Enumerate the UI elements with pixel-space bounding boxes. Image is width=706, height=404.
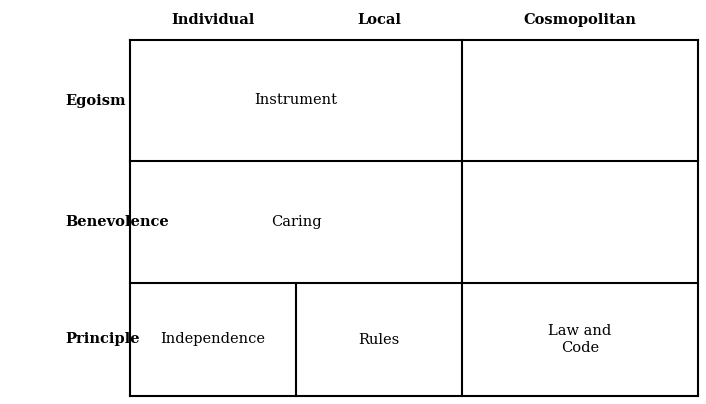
Text: Instrument: Instrument [254, 93, 337, 107]
Text: Local: Local [357, 13, 401, 27]
Text: Individual: Individual [172, 13, 255, 27]
Text: Law and
Code: Law and Code [549, 324, 611, 355]
Text: Cosmopolitan: Cosmopolitan [524, 13, 636, 27]
Text: Independence: Independence [160, 332, 265, 347]
Text: Caring: Caring [270, 215, 321, 229]
Text: Principle: Principle [65, 332, 140, 347]
Text: Egoism: Egoism [65, 93, 126, 107]
Text: Benevolence: Benevolence [65, 215, 169, 229]
Text: Rules: Rules [359, 332, 400, 347]
